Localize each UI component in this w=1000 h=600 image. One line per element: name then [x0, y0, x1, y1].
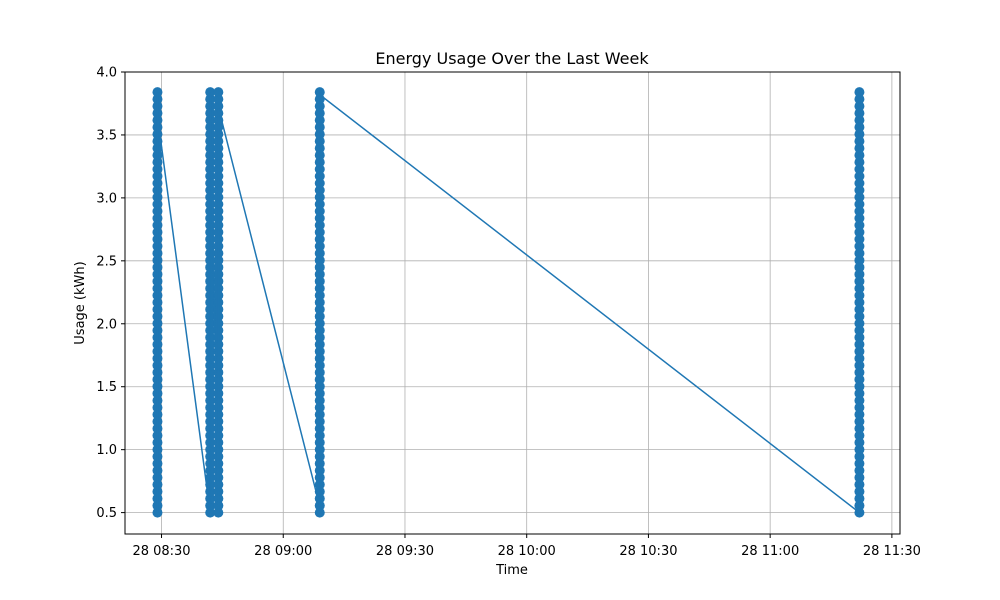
- x-tick-label: 28 10:00: [498, 544, 556, 559]
- x-axis: 28 08:30 28 09:00 28 09:30 28 10:00 28 10:30…: [132, 534, 921, 559]
- x-tick-label: 28 11:00: [741, 544, 799, 559]
- data-point: [213, 94, 224, 105]
- data-point: [213, 101, 224, 112]
- x-tick-label: 28 08:30: [132, 544, 190, 559]
- data-markers: [152, 87, 865, 518]
- data-point: [213, 87, 224, 98]
- y-tick-label: 2.5: [96, 254, 117, 269]
- x-tick-label: 28 11:30: [863, 544, 921, 559]
- y-tick-label: 3.5: [96, 128, 117, 143]
- y-axis: 0.5 1.0 1.5 2.0 2.5 3.0 3.5 4.0: [96, 66, 125, 521]
- x-tick-label: 28 10:30: [619, 544, 677, 559]
- y-tick-label: 3.0: [96, 191, 117, 206]
- y-tick-label: 1.0: [96, 443, 117, 458]
- data-point: [314, 507, 325, 518]
- y-tick-label: 2.0: [96, 317, 117, 332]
- chart-title: Energy Usage Over the Last Week: [375, 49, 649, 68]
- y-tick-label: 4.0: [96, 66, 117, 81]
- series-line: [156, 92, 861, 515]
- plot-frame: [124, 71, 901, 535]
- x-tick-label: 28 09:30: [376, 544, 434, 559]
- x-axis-label: Time: [495, 563, 528, 578]
- y-axis-label: Usage (kWh): [73, 261, 88, 344]
- y-tick-label: 0.5: [96, 506, 117, 521]
- grid: [125, 71, 900, 534]
- x-tick-label: 28 09:00: [254, 544, 312, 559]
- y-tick-label: 1.5: [96, 380, 117, 395]
